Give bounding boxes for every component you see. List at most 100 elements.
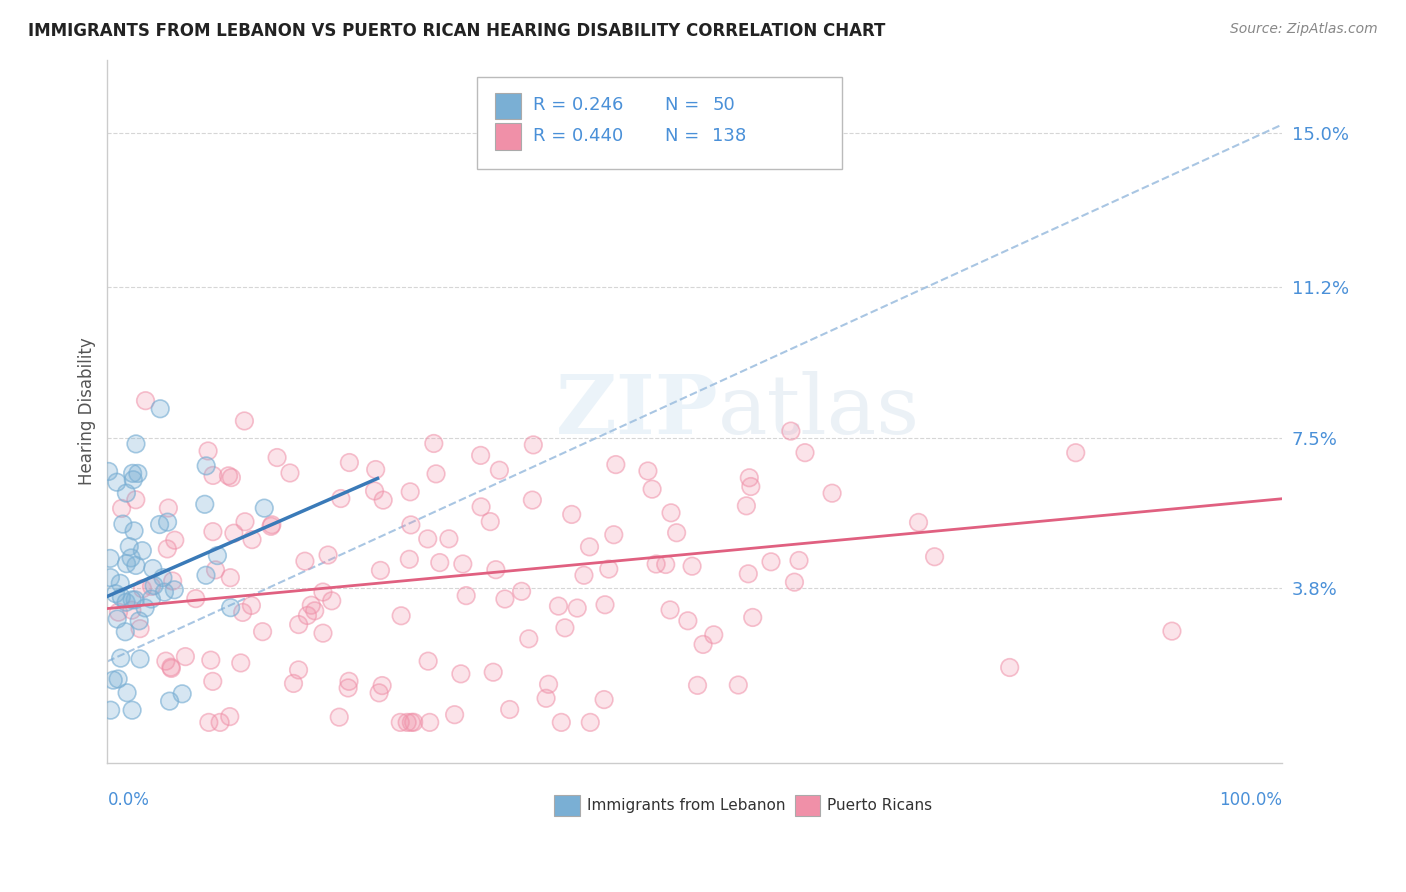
Point — [337, 681, 360, 695]
Point — [110, 501, 132, 516]
Point — [200, 653, 222, 667]
FancyBboxPatch shape — [478, 78, 842, 169]
Point — [364, 462, 387, 476]
Point — [114, 624, 136, 639]
Point — [316, 548, 339, 562]
Point — [127, 467, 149, 481]
Point — [163, 582, 186, 597]
Point — [163, 533, 186, 548]
Point — [659, 506, 682, 520]
Point — [121, 603, 143, 617]
Point — [373, 493, 395, 508]
Point — [103, 673, 125, 687]
Point — [297, 608, 319, 623]
Point — [105, 475, 128, 490]
Point — [593, 692, 616, 706]
Point — [131, 543, 153, 558]
Point — [517, 632, 540, 646]
Point — [534, 691, 557, 706]
Point — [129, 652, 152, 666]
Point — [416, 532, 439, 546]
Point — [727, 678, 749, 692]
Point — [522, 438, 544, 452]
Point — [787, 553, 810, 567]
Point — [419, 715, 441, 730]
Point — [456, 589, 478, 603]
Point — [329, 491, 352, 506]
Point — [124, 592, 146, 607]
Point — [125, 437, 148, 451]
Point — [201, 524, 224, 539]
Point — [115, 686, 138, 700]
Point — [364, 462, 387, 476]
Point — [128, 614, 150, 628]
Point — [110, 651, 132, 665]
Point — [659, 506, 682, 520]
Point — [416, 532, 439, 546]
Point — [149, 517, 172, 532]
Point — [337, 456, 360, 470]
Point — [321, 594, 343, 608]
Point — [163, 533, 186, 548]
Point — [159, 694, 181, 708]
Point — [287, 663, 309, 677]
Point — [149, 517, 172, 532]
Point — [567, 601, 589, 615]
Point — [141, 579, 163, 593]
Point — [547, 599, 569, 613]
Point — [787, 553, 810, 567]
Point — [129, 622, 152, 636]
Point — [253, 501, 276, 516]
Point — [740, 479, 762, 493]
Point — [155, 654, 177, 668]
Point — [143, 579, 166, 593]
Point — [740, 479, 762, 493]
Point — [738, 471, 761, 485]
Point — [194, 497, 217, 511]
Point — [98, 551, 121, 566]
Text: Immigrants from Lebanon: Immigrants from Lebanon — [586, 797, 785, 813]
Point — [194, 497, 217, 511]
Point — [603, 527, 626, 541]
Text: 50: 50 — [713, 96, 735, 114]
Point — [418, 654, 440, 668]
Point — [135, 393, 157, 408]
Point — [423, 436, 446, 450]
Point — [152, 571, 174, 585]
Point — [735, 499, 758, 513]
Point — [107, 605, 129, 619]
Text: IMMIGRANTS FROM LEBANON VS PUERTO RICAN HEARING DISABILITY CORRELATION CHART: IMMIGRANTS FROM LEBANON VS PUERTO RICAN … — [28, 22, 886, 40]
Point — [125, 558, 148, 573]
Point — [579, 715, 602, 730]
Point — [741, 610, 763, 624]
Point — [153, 585, 176, 599]
Point — [821, 486, 844, 500]
Text: 138: 138 — [713, 127, 747, 145]
Point — [103, 673, 125, 687]
Point — [122, 524, 145, 538]
Point — [201, 674, 224, 689]
Point — [686, 678, 709, 692]
Point — [260, 517, 283, 532]
Point — [537, 677, 560, 691]
Point — [389, 715, 412, 730]
Text: ZIP: ZIP — [555, 371, 718, 451]
Point — [316, 548, 339, 562]
Point — [260, 519, 283, 533]
Point — [107, 672, 129, 686]
Point — [499, 702, 522, 716]
Point — [337, 674, 360, 689]
Point — [197, 444, 219, 458]
Point — [204, 563, 226, 577]
Point — [156, 541, 179, 556]
Point — [727, 678, 749, 692]
Point — [337, 681, 360, 695]
Point — [160, 661, 183, 675]
Point — [209, 715, 232, 730]
Point — [398, 552, 420, 566]
Y-axis label: Hearing Disability: Hearing Disability — [79, 337, 96, 485]
Point — [1161, 624, 1184, 639]
Point — [195, 458, 218, 473]
Point — [534, 691, 557, 706]
Point — [100, 571, 122, 585]
